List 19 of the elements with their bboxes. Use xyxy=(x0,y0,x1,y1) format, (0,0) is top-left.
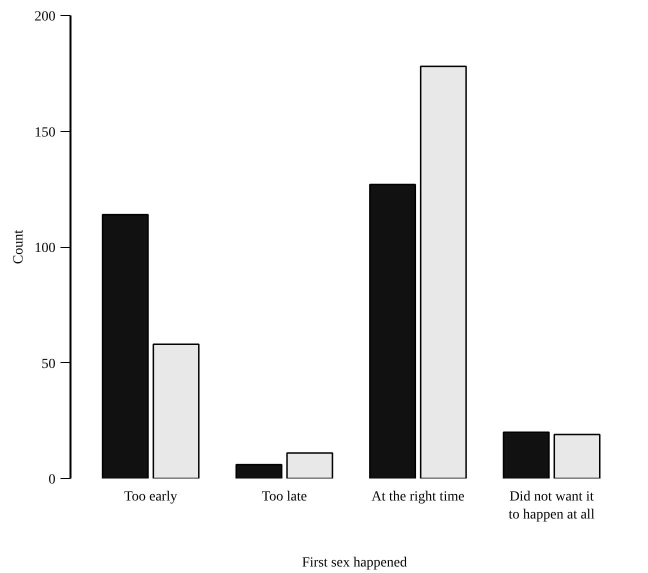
y-tick-label: 200 xyxy=(34,10,56,24)
bar xyxy=(235,464,282,478)
bar xyxy=(369,184,416,478)
x-tick-label: Too late xyxy=(262,490,307,504)
bar xyxy=(152,343,200,478)
x-tick-label: At the right time xyxy=(372,490,464,504)
x-tick-label: Too early xyxy=(124,490,178,504)
y-tick-label: 50 xyxy=(42,356,56,372)
bar xyxy=(420,66,467,478)
y-axis-title: Count xyxy=(12,230,26,264)
bar xyxy=(554,434,600,478)
y-tick-label: 100 xyxy=(34,241,56,256)
x-tick-label: Did not want it to happen at all xyxy=(508,490,595,522)
bar xyxy=(502,431,550,478)
y-tick-label: 150 xyxy=(34,125,56,140)
y-tick-label: 0 xyxy=(48,472,56,488)
bar xyxy=(286,452,334,478)
bar xyxy=(102,214,149,478)
x-axis-title: First sex happened xyxy=(302,556,407,570)
